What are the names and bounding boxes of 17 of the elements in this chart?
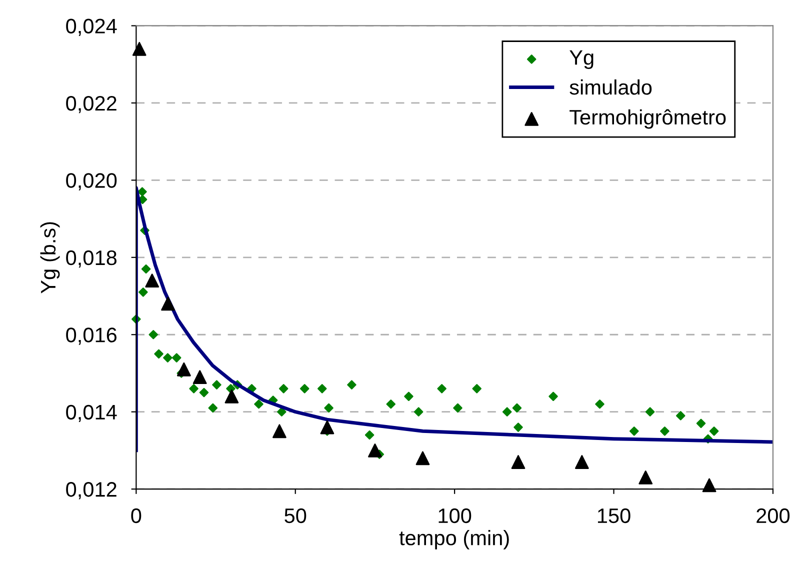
y-tick-label: 0,012 bbox=[66, 482, 116, 500]
legend-label: simulado bbox=[570, 79, 652, 95]
y-tick-label: 0,014 bbox=[66, 404, 117, 422]
y-tick-label: 0,018 bbox=[66, 250, 117, 268]
y-tick-label: 0,024 bbox=[66, 18, 117, 36]
legend-label: Termohigrômetro bbox=[570, 109, 726, 129]
y-axis-title: Yg (b.s) bbox=[40, 222, 60, 294]
y-tick-label: 0,020 bbox=[66, 173, 117, 190]
x-tick-label: 150 bbox=[598, 508, 630, 524]
y-tick-label: 0,022 bbox=[66, 96, 116, 114]
legend-label: Yg bbox=[570, 50, 594, 70]
x-tick-label: 0 bbox=[131, 508, 142, 524]
x-tick-label: 50 bbox=[284, 508, 306, 524]
x-axis-title: tempo (min) bbox=[399, 530, 509, 550]
x-tick-label: 100 bbox=[438, 508, 472, 524]
y-tick-label: 0,016 bbox=[66, 328, 117, 345]
x-tick-label: 200 bbox=[756, 508, 790, 524]
